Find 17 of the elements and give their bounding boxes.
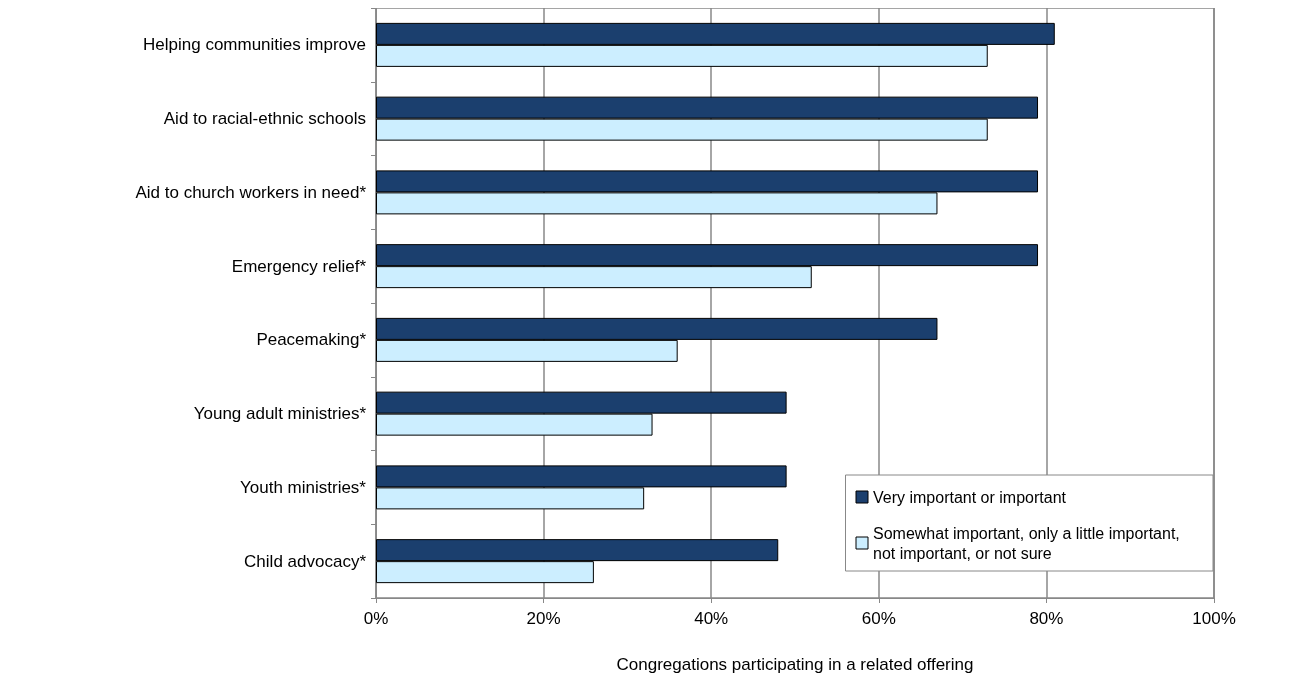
y-tick-label: Young adult ministries* [193, 404, 367, 424]
legend-label: Somewhat important, only a little important, not important, or not sure [873, 524, 1185, 562]
y-tick-label: Child advocacy* [244, 551, 367, 571]
y-tick-label: Peacemaking* [256, 330, 367, 350]
x-tick-label: 60% [861, 609, 896, 628]
y-tick-label: Aid to racial-ethnic schools [163, 109, 366, 129]
y-tick-label: Emergency relief* [231, 256, 367, 276]
x-tick-label: 40% [694, 609, 729, 628]
y-tick-label: Aid to church workers in need* [135, 182, 367, 202]
y-tick-label: Helping communities improve [143, 35, 366, 55]
legend-label: Very important or important [873, 488, 1067, 506]
x-tick-label: 20% [526, 609, 561, 628]
x-tick-label: 0% [363, 609, 389, 628]
x-axis-title: Congregations participating in a related offering [616, 655, 974, 674]
y-tick-label: Youth ministries* [240, 477, 367, 497]
x-tick-label: 100% [1192, 609, 1236, 628]
x-tick-label: 80% [1029, 609, 1064, 628]
